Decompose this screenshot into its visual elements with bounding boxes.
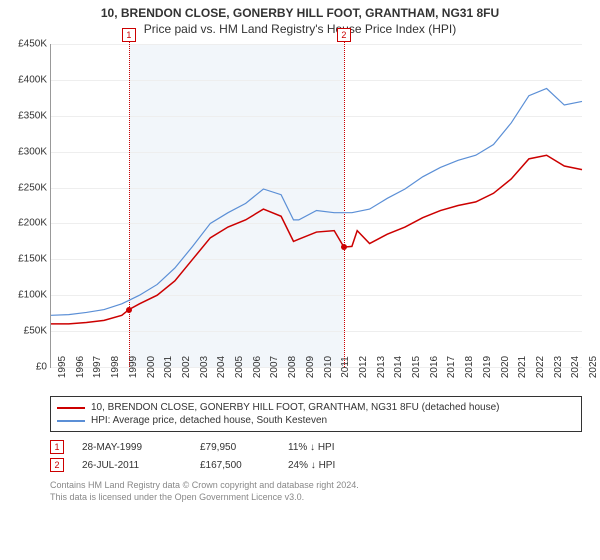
chart-subtitle: Price paid vs. HM Land Registry's House … bbox=[4, 22, 596, 36]
sale-price: £79,950 bbox=[200, 442, 270, 453]
sale-date: 28-MAY-1999 bbox=[82, 442, 182, 453]
legend-item: 10, BRENDON CLOSE, GONERBY HILL FOOT, GR… bbox=[57, 401, 575, 414]
footer-line-1: Contains HM Land Registry data © Crown c… bbox=[50, 480, 582, 492]
chart-title: 10, BRENDON CLOSE, GONERBY HILL FOOT, GR… bbox=[4, 6, 596, 20]
sale-delta: 11% ↓ HPI bbox=[288, 442, 335, 453]
legend-label: 10, BRENDON CLOSE, GONERBY HILL FOOT, GR… bbox=[91, 402, 499, 413]
chart-lines bbox=[51, 44, 582, 367]
sale-dot bbox=[341, 244, 347, 250]
legend-swatch bbox=[57, 407, 85, 409]
legend-label: HPI: Average price, detached house, Sout… bbox=[91, 415, 327, 426]
y-axis-label: £450K bbox=[18, 39, 51, 50]
chart: £0£50K£100K£150K£200K£250K£300K£350K£400… bbox=[50, 44, 582, 392]
series-hpi bbox=[51, 89, 582, 316]
y-axis-label: £0 bbox=[36, 362, 51, 373]
sale-price: £167,500 bbox=[200, 460, 270, 471]
footer-line-2: This data is licensed under the Open Gov… bbox=[50, 492, 582, 504]
y-axis-label: £250K bbox=[18, 182, 51, 193]
legend-item: HPI: Average price, detached house, Sout… bbox=[57, 414, 575, 427]
y-axis-label: £150K bbox=[18, 254, 51, 265]
y-axis-label: £300K bbox=[18, 146, 51, 157]
sale-marker-box: 1 bbox=[122, 28, 136, 42]
sale-row: 1 28-MAY-1999 £79,950 11% ↓ HPI bbox=[50, 438, 582, 456]
sales-table: 1 28-MAY-1999 £79,950 11% ↓ HPI 2 26-JUL-2011… bbox=[50, 438, 582, 474]
sale-row: 2 26-JUL-2011 £167,500 24% ↓ HPI bbox=[50, 456, 582, 474]
series-property bbox=[51, 155, 582, 324]
y-axis-label: £200K bbox=[18, 218, 51, 229]
y-axis-label: £100K bbox=[18, 290, 51, 301]
legend: 10, BRENDON CLOSE, GONERBY HILL FOOT, GR… bbox=[50, 396, 582, 432]
sale-marker: 2 bbox=[50, 458, 64, 472]
sale-marker-box: 2 bbox=[337, 28, 351, 42]
footer-attribution: Contains HM Land Registry data © Crown c… bbox=[50, 480, 582, 503]
legend-swatch bbox=[57, 420, 85, 422]
sale-date: 26-JUL-2011 bbox=[82, 460, 182, 471]
y-axis-label: £400K bbox=[18, 74, 51, 85]
sale-dot bbox=[126, 307, 132, 313]
y-axis-label: £50K bbox=[24, 326, 51, 337]
y-axis-label: £350K bbox=[18, 110, 51, 121]
sale-marker: 1 bbox=[50, 440, 64, 454]
x-axis-label: 2025 bbox=[582, 356, 599, 378]
sale-delta: 24% ↓ HPI bbox=[288, 460, 335, 471]
